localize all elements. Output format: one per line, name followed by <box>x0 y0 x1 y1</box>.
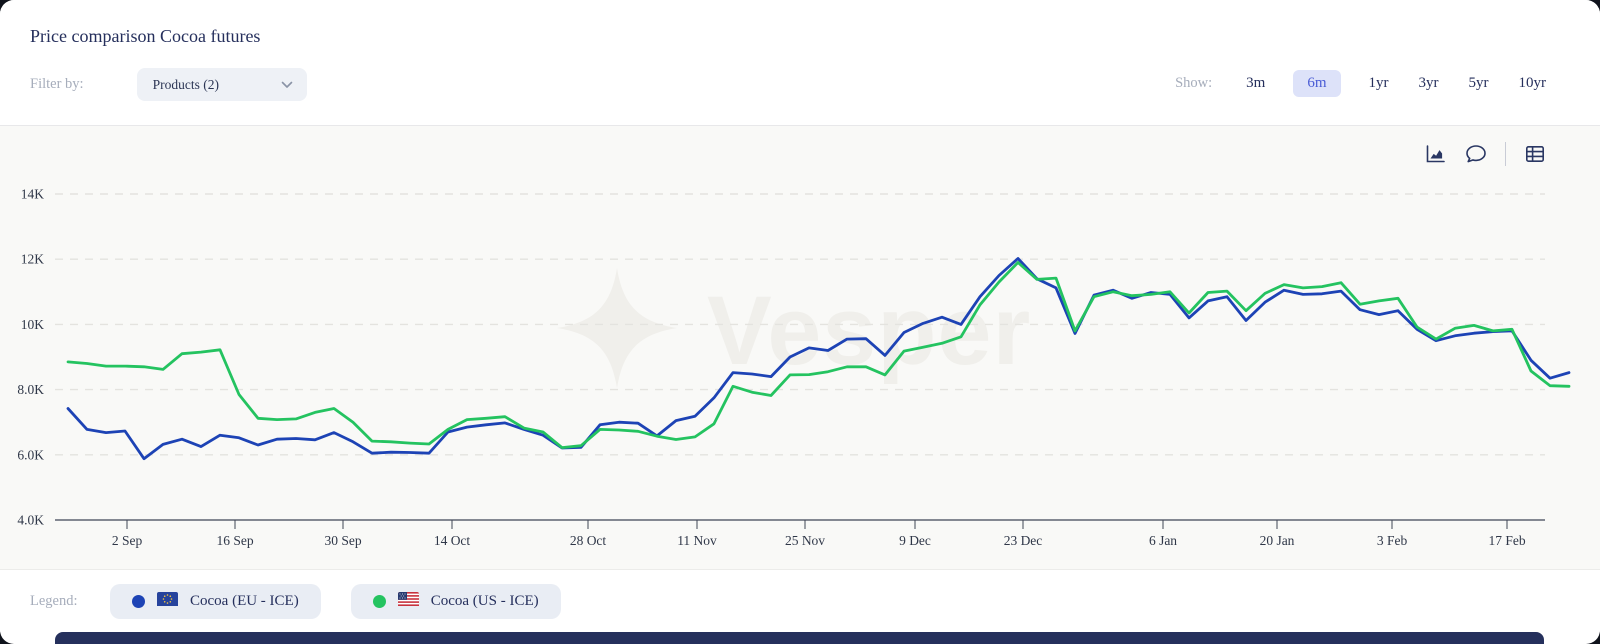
legend-label: Legend: <box>30 592 78 609</box>
x-tick-label: 11 Nov <box>677 533 717 548</box>
y-tick-label: 6.0K <box>17 447 44 462</box>
y-tick-label: 12K <box>21 252 45 267</box>
y-tick-label: 10K <box>21 317 45 332</box>
comment-icon[interactable] <box>1464 142 1488 166</box>
y-tick-label: 14K <box>21 187 45 202</box>
chevron-down-icon <box>281 81 293 89</box>
page-title: Price comparison Cocoa futures <box>30 26 261 46</box>
x-tick-label: 3 Feb <box>1377 533 1408 548</box>
series-line-us <box>66 261 1571 450</box>
legend-row: Legend: Cocoa (EU - ICE) <box>0 570 1600 632</box>
time-range-selector: Show: 3m 6m 1yr 3yr 5yr 10yr <box>1175 70 1548 97</box>
x-tick-label: 30 Sep <box>324 533 361 548</box>
us-flag-icon <box>397 591 419 611</box>
range-button-10yr[interactable]: 10yr <box>1517 71 1549 96</box>
table-icon[interactable] <box>1523 142 1547 166</box>
chart-section: Vesper 14K 12K 10K 8.0K 6.0K 4.0K 2 Sep 16 Sep 3… <box>0 125 1600 570</box>
area-chart-icon[interactable] <box>1423 142 1447 166</box>
range-button-1yr[interactable]: 1yr <box>1367 71 1391 96</box>
y-tick-label: 4.0K <box>17 513 44 528</box>
x-tick-label: 6 Jan <box>1149 533 1177 548</box>
x-tick-label: 14 Oct <box>434 533 471 548</box>
eu-series-dot <box>132 594 145 608</box>
range-button-3yr[interactable]: 3yr <box>1417 71 1441 96</box>
eu-flag-icon <box>157 591 178 611</box>
card-header: Price comparison Cocoa futures Filter by… <box>0 0 1600 125</box>
filter-label: Filter by: <box>30 76 84 92</box>
y-tick-label: 8.0K <box>17 382 44 397</box>
legend-item-label: Cocoa (EU - ICE) <box>190 592 299 609</box>
bottom-navy-bar <box>55 632 1544 644</box>
x-tick-label: 9 Dec <box>899 533 931 548</box>
x-tick-label: 25 Nov <box>785 533 825 548</box>
x-tick-label: 17 Feb <box>1488 533 1525 548</box>
range-button-3m[interactable]: 3m <box>1244 71 1267 96</box>
legend-item-cocoa-eu[interactable]: Cocoa (EU - ICE) <box>110 583 321 619</box>
range-button-6m[interactable]: 6m <box>1293 70 1341 97</box>
chart-toolbar <box>1423 142 1547 166</box>
toolbar-divider <box>1505 142 1506 166</box>
filter-row: Filter by: Products (2) <box>30 68 307 101</box>
price-comparison-line-chart[interactable]: 14K 12K 10K 8.0K 6.0K 4.0K 2 Sep 16 Sep 30 Sep 14… <box>0 126 1600 571</box>
x-tick-label: 28 Oct <box>570 533 607 548</box>
x-tick-label: 23 Dec <box>1004 533 1043 548</box>
products-filter-value: Products (2) <box>152 76 219 92</box>
series-line-eu <box>66 257 1571 461</box>
legend-item-label: Cocoa (US - ICE) <box>430 592 539 609</box>
show-label: Show: <box>1175 75 1213 91</box>
legend-item-cocoa-us[interactable]: Cocoa (US - ICE) <box>350 583 561 619</box>
x-tick-label: 2 Sep <box>112 533 143 548</box>
x-tick-label: 20 Jan <box>1260 533 1295 548</box>
range-button-5yr[interactable]: 5yr <box>1467 71 1491 96</box>
products-filter-dropdown[interactable]: Products (2) <box>136 68 307 101</box>
x-tick-label: 16 Sep <box>216 533 253 548</box>
us-series-dot <box>372 594 386 608</box>
